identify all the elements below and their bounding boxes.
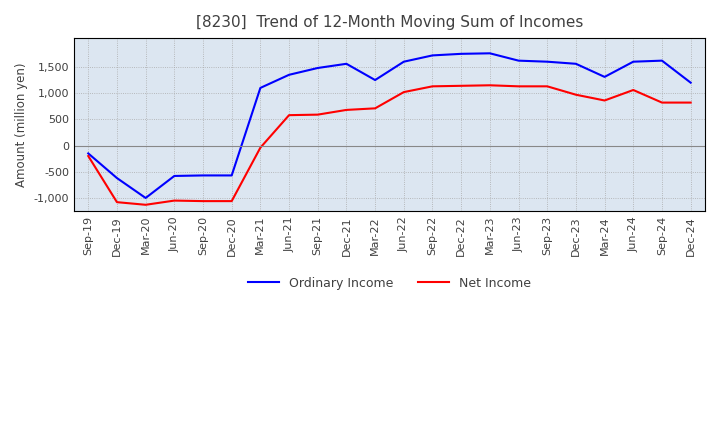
Net Income — [84, 154, 93, 159]
Net Income — [686, 100, 695, 105]
Line: Ordinary Income: Ordinary Income — [89, 53, 690, 198]
Ordinary Income — [428, 53, 437, 58]
Ordinary Income — [657, 58, 666, 63]
Net Income — [543, 84, 552, 89]
Ordinary Income — [342, 61, 351, 66]
Ordinary Income — [313, 66, 322, 71]
Line: Net Income: Net Income — [89, 85, 690, 205]
Net Income — [514, 84, 523, 89]
Ordinary Income — [686, 80, 695, 85]
Ordinary Income — [84, 151, 93, 156]
Legend: Ordinary Income, Net Income: Ordinary Income, Net Income — [243, 272, 536, 295]
Ordinary Income — [170, 173, 179, 179]
Ordinary Income — [199, 173, 207, 178]
Net Income — [400, 89, 408, 95]
Ordinary Income — [256, 85, 265, 91]
Ordinary Income — [457, 51, 466, 56]
Net Income — [600, 98, 609, 103]
Ordinary Income — [514, 58, 523, 63]
Ordinary Income — [400, 59, 408, 64]
Ordinary Income — [629, 59, 638, 64]
Net Income — [313, 112, 322, 117]
Ordinary Income — [485, 51, 494, 56]
Net Income — [371, 106, 379, 111]
Net Income — [342, 107, 351, 113]
Net Income — [170, 198, 179, 203]
Ordinary Income — [543, 59, 552, 64]
Net Income — [228, 198, 236, 204]
Net Income — [657, 100, 666, 105]
Net Income — [457, 83, 466, 88]
Title: [8230]  Trend of 12-Month Moving Sum of Incomes: [8230] Trend of 12-Month Moving Sum of I… — [196, 15, 583, 30]
Net Income — [629, 88, 638, 93]
Ordinary Income — [112, 176, 121, 181]
Ordinary Income — [371, 77, 379, 83]
Net Income — [428, 84, 437, 89]
Ordinary Income — [572, 61, 580, 66]
Net Income — [141, 202, 150, 207]
Ordinary Income — [228, 173, 236, 178]
Ordinary Income — [284, 72, 293, 77]
Net Income — [256, 145, 265, 150]
Ordinary Income — [141, 195, 150, 201]
Y-axis label: Amount (million yen): Amount (million yen) — [15, 62, 28, 187]
Net Income — [284, 113, 293, 118]
Ordinary Income — [600, 74, 609, 80]
Net Income — [485, 83, 494, 88]
Net Income — [112, 199, 121, 205]
Net Income — [572, 92, 580, 97]
Net Income — [199, 198, 207, 204]
